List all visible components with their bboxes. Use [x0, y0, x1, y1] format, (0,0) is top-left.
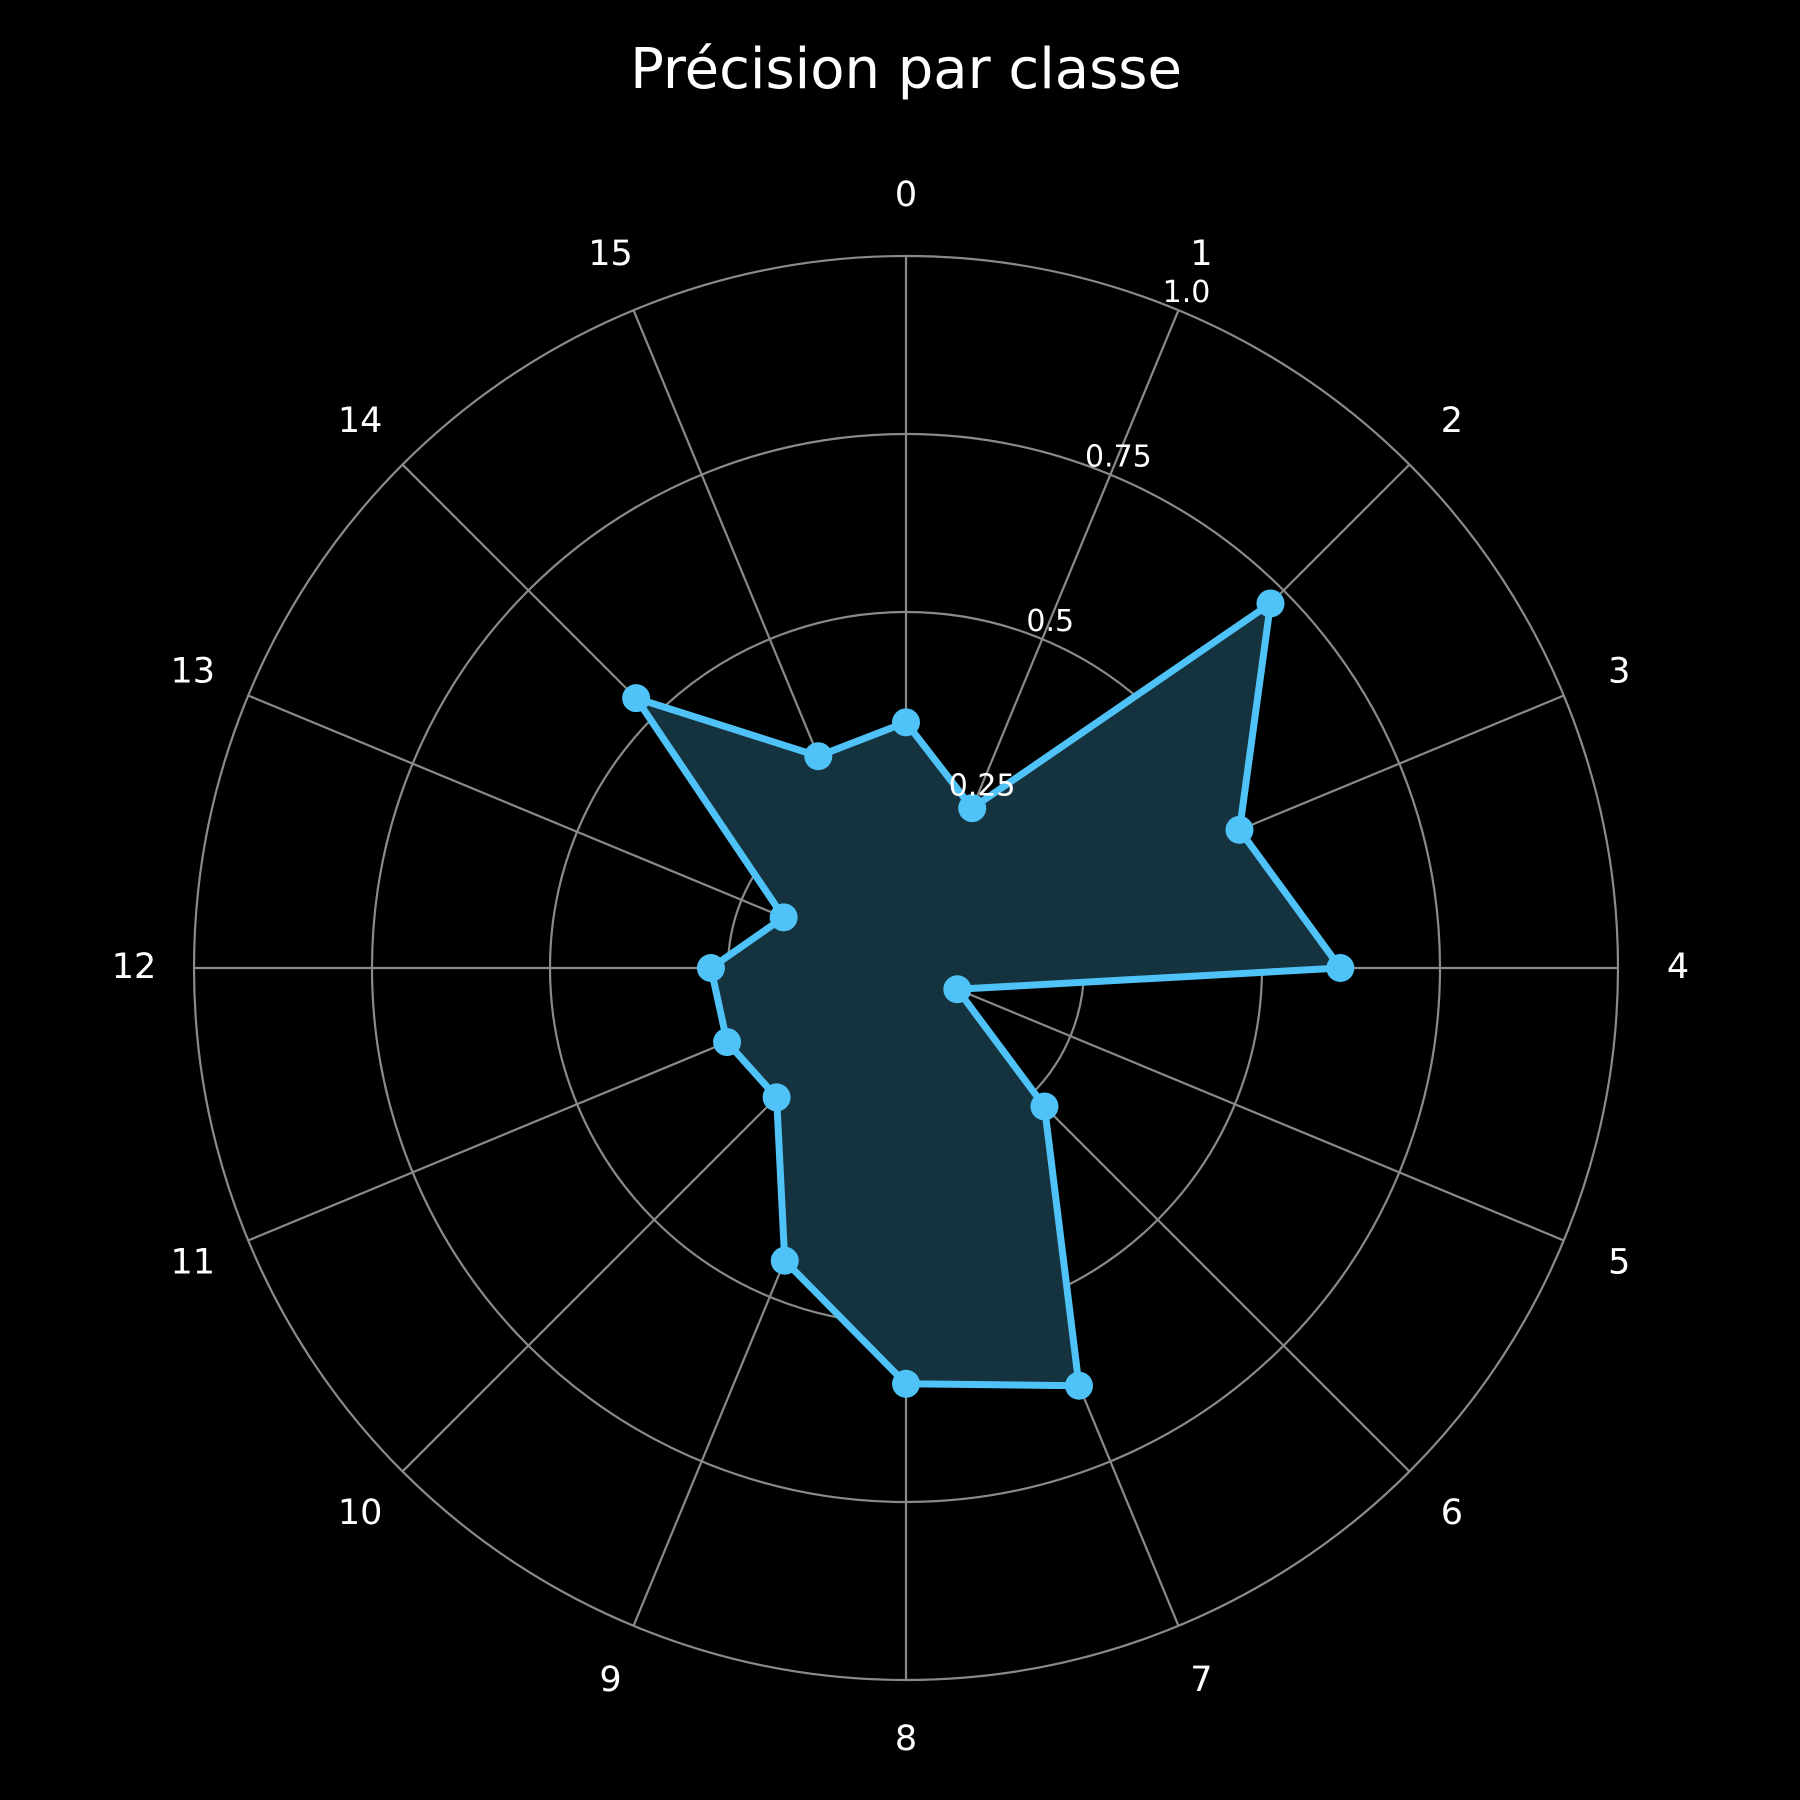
category-label-14: 14: [338, 401, 383, 441]
category-label-1: 1: [1190, 234, 1212, 274]
data-point-class-4: [1326, 954, 1355, 982]
data-point-class-0: [892, 708, 920, 737]
category-label-3: 3: [1608, 652, 1630, 692]
data-point-class-13: [769, 903, 798, 932]
data-point-class-9: [770, 1246, 799, 1275]
data-layer: [622, 589, 1355, 1400]
category-label-5: 5: [1608, 1242, 1630, 1282]
radial-tick-label: 0.75: [1085, 440, 1152, 475]
category-label-10: 10: [338, 1493, 383, 1533]
data-point-class-3: [1225, 815, 1254, 844]
category-label-9: 9: [599, 1660, 621, 1700]
data-point-class-5: [943, 975, 972, 1004]
radial-tick-label: 1.0: [1163, 275, 1211, 310]
category-label-4: 4: [1667, 947, 1689, 987]
chart-title: Précision par classe: [630, 37, 1182, 102]
data-point-class-1: [958, 794, 987, 823]
category-label-2: 2: [1441, 401, 1463, 441]
radial-tick-label: 0.25: [949, 769, 1016, 804]
data-point-class-15: [804, 742, 833, 771]
category-label-7: 7: [1190, 1660, 1212, 1700]
category-label-6: 6: [1441, 1493, 1463, 1533]
data-point-class-2: [1256, 589, 1285, 618]
radial-tick-label: 0.5: [1026, 604, 1074, 639]
category-label-11: 11: [170, 1242, 215, 1282]
category-label-15: 15: [588, 234, 633, 274]
data-point-class-14: [622, 684, 651, 713]
data-point-class-8: [892, 1369, 920, 1398]
data-point-class-11: [713, 1028, 742, 1057]
data-point-class-10: [762, 1083, 791, 1112]
grid-spoke-5: [905, 966, 1565, 1242]
category-label-0: 0: [895, 175, 917, 215]
data-point-class-7: [1065, 1371, 1094, 1400]
category-label-13: 13: [170, 652, 215, 692]
data-point-class-6: [1030, 1092, 1059, 1121]
category-label-8: 8: [895, 1719, 917, 1759]
category-label-12: 12: [112, 947, 157, 987]
data-point-class-12: [696, 954, 725, 982]
